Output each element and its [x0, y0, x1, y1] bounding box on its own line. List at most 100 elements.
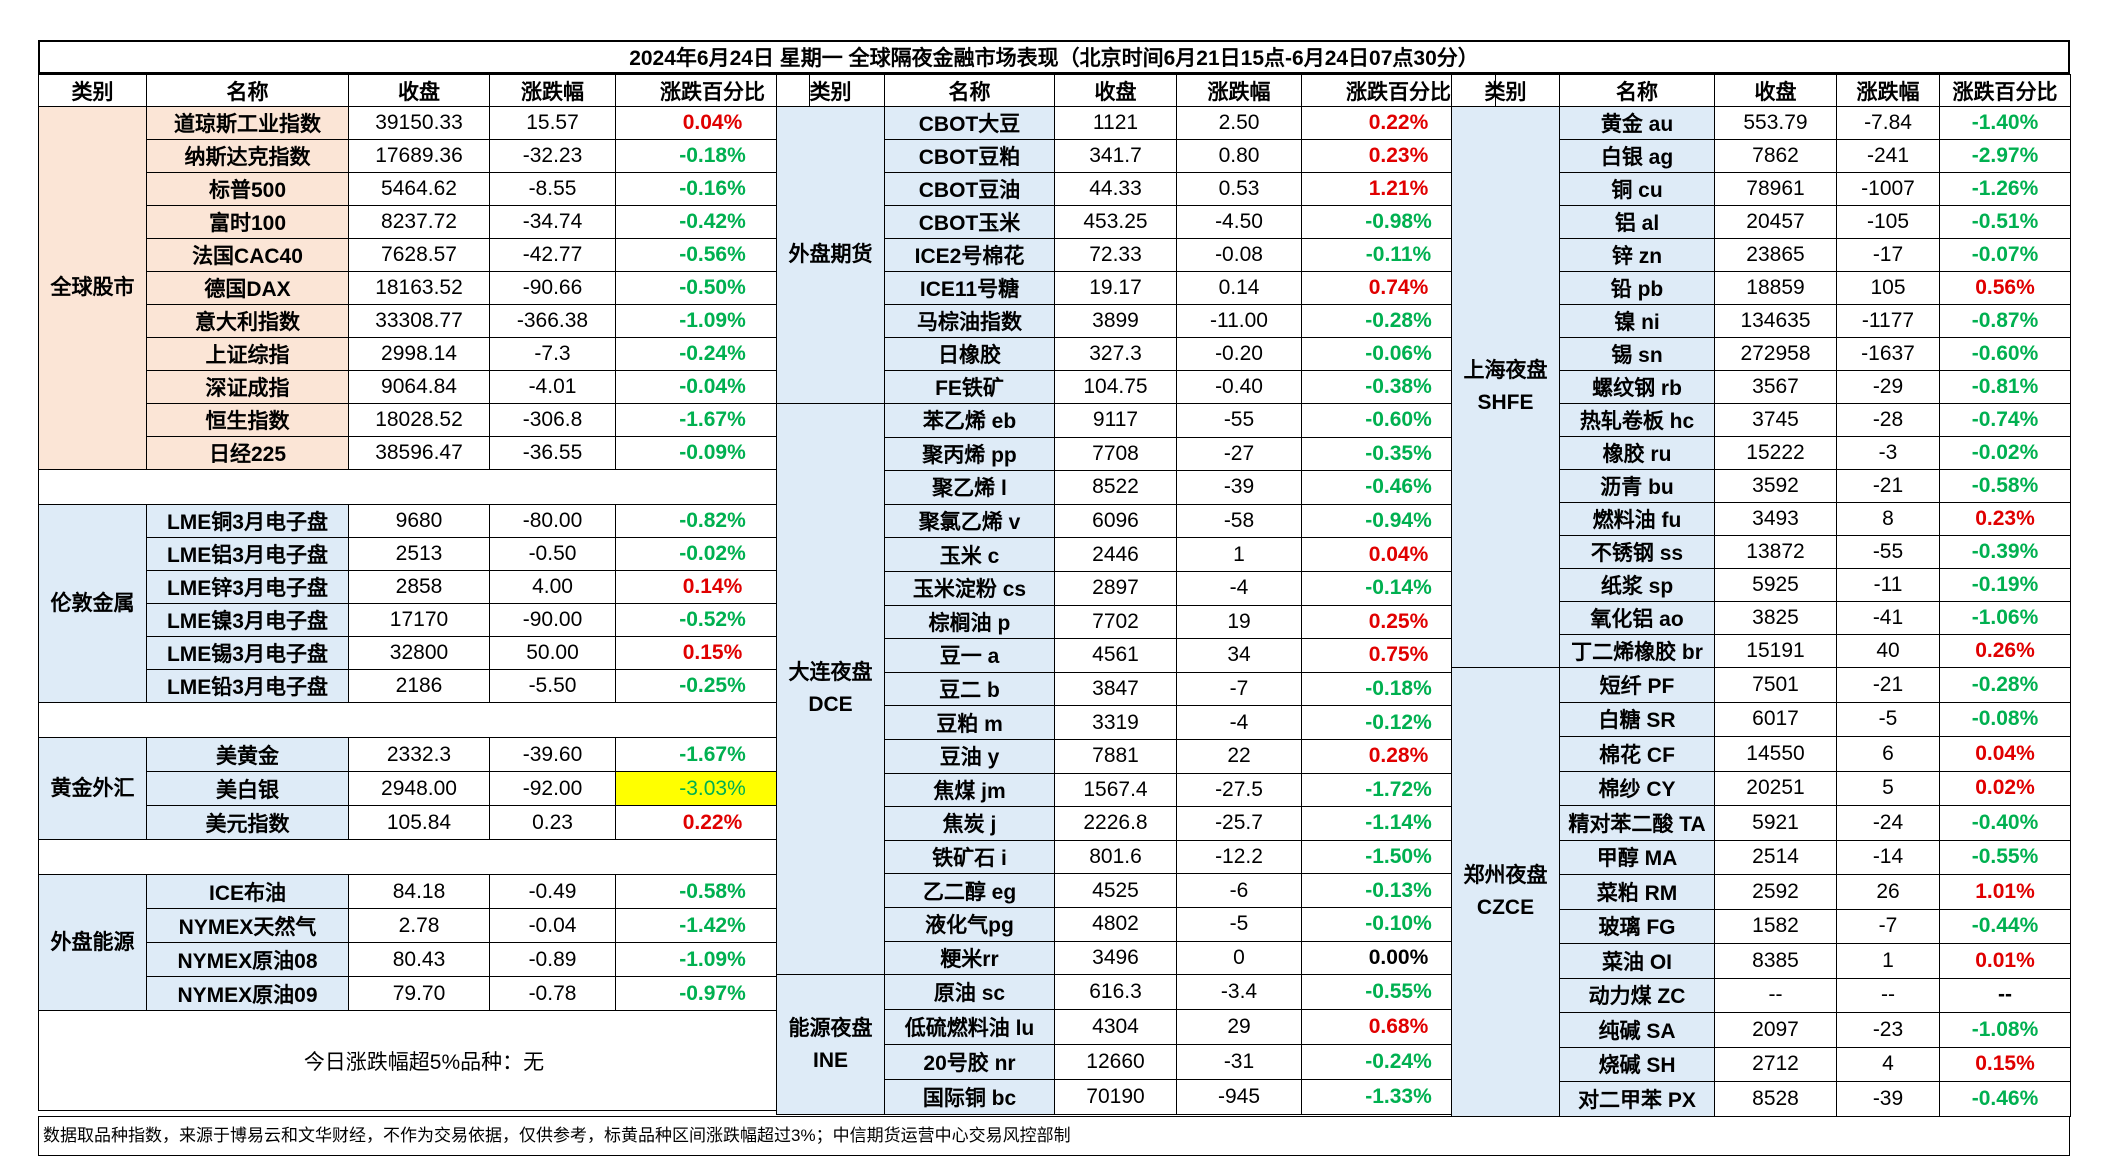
table-row: NYMEX天然气 2.78 -0.04 -1.42%: [39, 908, 810, 943]
summary-row: 今日涨跌幅超5%品种：无: [38, 1010, 810, 1111]
close-value: 4304: [1054, 1009, 1177, 1046]
table-row: 白银 ag 7862 -241 -2.97%: [1452, 139, 2071, 173]
close-value: 2.78: [348, 908, 490, 943]
close-value: 38596.47: [348, 436, 490, 470]
change-value: -4: [1176, 705, 1302, 740]
change-value: -5: [1836, 701, 1940, 737]
table-row: LME锌3月电子盘 2858 4.00 0.14%: [39, 570, 810, 604]
close-value: 23865: [1714, 238, 1837, 272]
close-value: 4561: [1054, 638, 1177, 673]
change-value: -32.23: [489, 139, 616, 173]
item-name: ICE2号棉花: [884, 238, 1055, 272]
category-cell: 外盘期货: [776, 106, 885, 404]
pct-value: -0.87%: [1939, 304, 2071, 338]
item-name: 豆油 y: [884, 738, 1055, 774]
change-value: 34: [1176, 638, 1302, 673]
change-value: 5: [1836, 770, 1940, 806]
close-value: 2948.00: [348, 771, 490, 806]
header-row: 类别 名称 收盘 涨跌幅 涨跌百分比: [776, 74, 1496, 107]
item-name: 棕榈油 p: [884, 604, 1055, 640]
pct-value: -0.46%: [1939, 1081, 2071, 1117]
summary-text: 今日涨跌幅超5%品种：无: [38, 1010, 810, 1111]
change-value: -90.66: [489, 271, 616, 305]
change-value: -306.8: [489, 403, 616, 437]
change-value: -42.77: [489, 238, 616, 272]
item-name: 德国DAX: [146, 271, 349, 305]
table-row: 马棕油指数 3899 -11.00 -0.28%: [777, 304, 1496, 338]
close-value: 17170: [348, 603, 490, 637]
item-name: 白银 ag: [1559, 139, 1715, 173]
change-value: 19: [1176, 604, 1302, 640]
change-value: -4.50: [1176, 205, 1302, 239]
change-value: -0.20: [1176, 337, 1302, 371]
close-value: 9064.84: [348, 370, 490, 404]
table-row: 丁二烯橡胶 br 15191 40 0.26%: [1452, 634, 2071, 668]
pct-value: -0.19%: [1939, 568, 2071, 602]
table-row: 豆粕 m 3319 -4 -0.12%: [777, 705, 1496, 740]
item-name: CBOT豆粕: [884, 139, 1055, 173]
change-value: -366.38: [489, 304, 616, 338]
table-row: 聚氯乙烯 v 6096 -58 -0.94%: [777, 503, 1496, 539]
spacer-cell: [38, 839, 810, 875]
item-name: 聚氯乙烯 v: [884, 503, 1055, 539]
pct-value: -0.58%: [1939, 469, 2071, 503]
table-row: 美元指数 105.84 0.23 0.22%: [39, 805, 810, 840]
close-value: 14550: [1714, 736, 1837, 772]
item-name: 动力煤 ZC: [1559, 977, 1715, 1013]
pct-value: -1.40%: [1939, 106, 2071, 140]
table-row: 法国CAC40 7628.57 -42.77 -0.56%: [39, 238, 810, 272]
close-value: --: [1714, 977, 1837, 1013]
pct-value: -0.51%: [1939, 205, 2071, 239]
table-row: 锡 sn 272958 -1637 -0.60%: [1452, 337, 2071, 371]
item-name: 沥青 bu: [1559, 469, 1715, 503]
close-value: 3493: [1714, 502, 1837, 536]
change-value: 0: [1176, 940, 1302, 976]
close-value: 7628.57: [348, 238, 490, 272]
header-pct: 涨跌百分比: [1939, 74, 2071, 107]
close-value: 2897: [1054, 570, 1177, 606]
pct-value: -0.28%: [1939, 667, 2071, 703]
header-name: 名称: [1559, 74, 1715, 107]
item-name: 玉米 c: [884, 537, 1055, 572]
close-value: 6096: [1054, 503, 1177, 539]
pct-value: -0.02%: [1939, 436, 2071, 470]
table-row: 菜油 OI 8385 1 0.01%: [1452, 943, 2071, 979]
close-value: 2514: [1714, 839, 1837, 875]
report-frame: 2024年6月24日 星期一 全球隔夜金融市场表现（北京时间6月21日15点-6…: [38, 40, 2072, 1156]
change-value: 1: [1836, 943, 1940, 979]
change-value: 22: [1176, 738, 1302, 774]
pct-value: 0.23%: [1939, 502, 2071, 536]
table-row: 白糖 SR 6017 -5 -0.08%: [1452, 701, 2071, 737]
table-row: 外盘期货 CBOT大豆 1121 2.50 0.22%: [776, 106, 1496, 404]
change-value: -27: [1176, 436, 1302, 472]
change-value: -7.84: [1836, 106, 1940, 140]
close-value: 327.3: [1054, 337, 1177, 371]
table-row: 深证成指 9064.84 -4.01 -0.04%: [39, 370, 810, 404]
close-value: 17689.36: [348, 139, 490, 173]
change-value: 26: [1836, 874, 1940, 910]
item-name: ICE布油: [146, 874, 349, 909]
item-name: 深证成指: [146, 370, 349, 404]
table-row: 氧化铝 ao 3825 -41 -1.06%: [1452, 601, 2071, 635]
close-value: 18859: [1714, 271, 1837, 305]
close-value: 1121: [1054, 106, 1177, 140]
change-value: -3: [1836, 436, 1940, 470]
close-value: 8528: [1714, 1081, 1837, 1117]
item-name: NYMEX原油09: [146, 976, 349, 1011]
table-row: ICE11号糖 19.17 0.14 0.74%: [777, 271, 1496, 305]
pct-value: -0.55%: [1939, 839, 2071, 875]
close-value: 2186: [348, 669, 490, 703]
close-value: 453.25: [1054, 205, 1177, 239]
item-name: 铜 cu: [1559, 172, 1715, 206]
change-value: 8: [1836, 502, 1940, 536]
change-value: -0.50: [489, 537, 616, 571]
change-value: -21: [1836, 469, 1940, 503]
item-name: 燃料油 fu: [1559, 502, 1715, 536]
close-value: 3847: [1054, 671, 1177, 707]
category-cell: 全球股市: [38, 106, 147, 470]
item-name: 乙二醇 eg: [884, 873, 1055, 908]
close-value: 2226.8: [1054, 806, 1177, 841]
change-value: 105: [1836, 271, 1940, 305]
item-name: 橡胶 ru: [1559, 436, 1715, 470]
item-name: 铅 pb: [1559, 271, 1715, 305]
